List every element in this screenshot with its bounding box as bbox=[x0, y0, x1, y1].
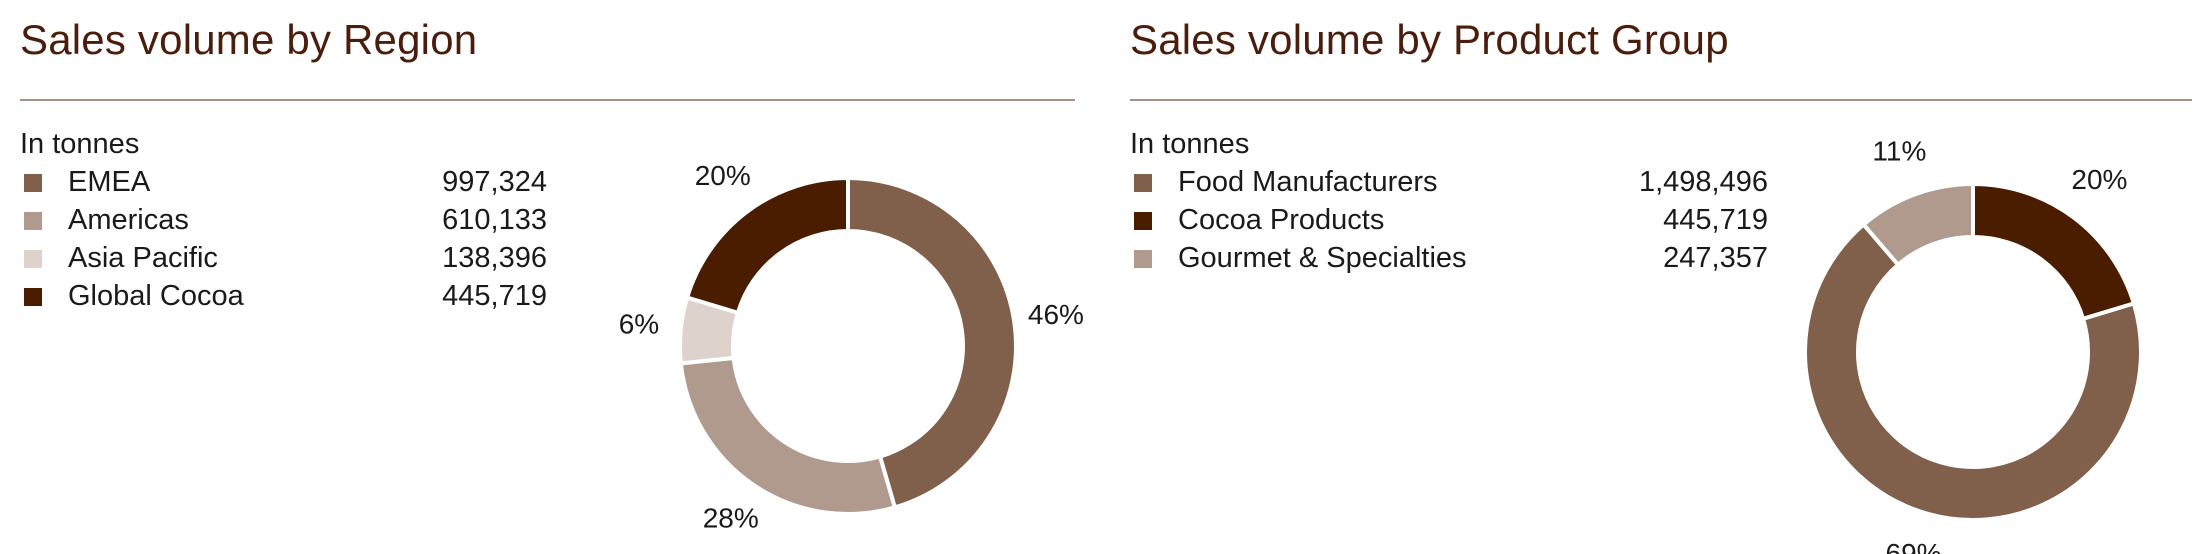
region-panel: Sales volume by Region In tonnes EMEA 99… bbox=[20, 0, 1084, 554]
slice-gourmet-specialties bbox=[1860, 181, 1975, 268]
slice-food-manufacturers bbox=[1803, 221, 2143, 522]
legend-label: EMEA bbox=[68, 166, 151, 198]
legend-value: 1,498,496 bbox=[1638, 166, 1768, 198]
slice-cocoa-products bbox=[1971, 181, 2137, 322]
percent-label-americas: 28% bbox=[703, 503, 759, 534]
legend-swatch bbox=[1134, 174, 1152, 192]
percent-label-emea: 46% bbox=[1028, 299, 1084, 330]
legend-value: 247,357 bbox=[1663, 242, 1768, 274]
percent-label-asia-pacific: 6% bbox=[619, 309, 659, 340]
product-group-panel: Sales volume by Product Group In tonnes … bbox=[1130, 0, 2192, 554]
legend-swatch bbox=[24, 288, 42, 306]
unit-label: In tonnes bbox=[1130, 128, 1250, 160]
legend-value: 138,396 bbox=[442, 242, 547, 274]
chart-title: Sales volume by Product Group bbox=[1130, 16, 1729, 63]
title-divider bbox=[1130, 99, 2192, 101]
legend-label: Gourmet & Specialties bbox=[1178, 242, 1467, 274]
chart-title: Sales volume by Region bbox=[20, 16, 478, 63]
legend-swatch bbox=[24, 212, 42, 230]
product-group-donut-chart: 20% 69% 11% bbox=[1803, 136, 2143, 554]
slice-americas bbox=[678, 355, 898, 516]
slice-global-cocoa bbox=[684, 175, 850, 316]
legend-swatch bbox=[24, 250, 42, 268]
legend-swatch bbox=[1134, 212, 1152, 230]
legend-swatch bbox=[24, 174, 42, 192]
percent-label-gourmet-specialties: 11% bbox=[1872, 136, 1926, 167]
unit-label: In tonnes bbox=[20, 128, 140, 160]
legend-label: Asia Pacific bbox=[68, 242, 218, 274]
slice-emea bbox=[846, 175, 1018, 510]
legend-value: 997,324 bbox=[442, 166, 547, 198]
legend-label: Food Manufacturers bbox=[1178, 166, 1438, 198]
region-donut-chart: 46% 28% 6% 20% bbox=[619, 160, 1084, 534]
legend-label: Cocoa Products bbox=[1178, 204, 1385, 236]
percent-label-global-cocoa: 20% bbox=[695, 160, 751, 191]
legend-swatch bbox=[1134, 250, 1152, 268]
percent-label-food-manufacturers: 69% bbox=[1886, 538, 1942, 554]
legend-value: 610,133 bbox=[442, 204, 547, 236]
legend-value: 445,719 bbox=[442, 280, 547, 312]
legend-label: Global Cocoa bbox=[68, 280, 244, 312]
title-divider bbox=[20, 99, 1075, 101]
legend-label: Americas bbox=[68, 204, 189, 236]
percent-label-cocoa-products: 20% bbox=[2071, 164, 2127, 195]
legend-value: 445,719 bbox=[1663, 204, 1768, 236]
